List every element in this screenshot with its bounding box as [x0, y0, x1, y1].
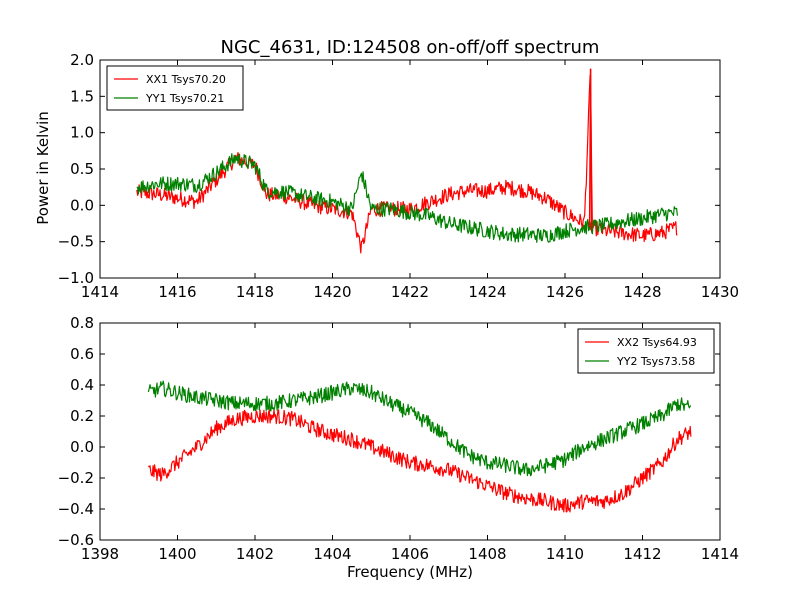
top-x-tick-label: 1428 [623, 283, 661, 301]
bottom-x-tick-label: 1402 [236, 545, 274, 563]
bottom-x-tick-label: 1404 [313, 545, 351, 563]
bottom-y-tick-label: −0.4 [58, 500, 94, 518]
top-x-tick-label: 1420 [313, 283, 351, 301]
bottom-y-tick-label: 0.8 [70, 314, 94, 332]
top-y-tick-label: −0.5 [58, 233, 94, 251]
bottom-x-tick-label: 1410 [546, 545, 584, 563]
bottom-x-tick-label: 1406 [391, 545, 429, 563]
bottom-legend-label-1: XX2 Tsys64.93 [617, 336, 697, 349]
top-spike-down [591, 69, 592, 231]
bottom-x-tick-label: 1408 [468, 545, 506, 563]
bottom-y-tick-label: 0.2 [70, 407, 94, 425]
top-x-tick-label: 1416 [158, 283, 196, 301]
bottom-y-tick-label: −0.2 [58, 469, 94, 487]
top-x-tick-label: 1418 [236, 283, 274, 301]
top-y-tick-label: 0.5 [70, 160, 94, 178]
bottom-x-tick-label: 1400 [158, 545, 196, 563]
top-y-tick-label: 1.5 [70, 87, 94, 105]
top-y-tick-label: 1.0 [70, 124, 94, 142]
bottom-x-tick-label: 1412 [623, 545, 661, 563]
bottom-y-tick-label: 0.4 [70, 376, 94, 394]
bottom-x-axis-label: Frequency (MHz) [347, 563, 473, 581]
bottom-x-tick-label: 1414 [701, 545, 739, 563]
top-y-tick-label: −1.0 [58, 269, 94, 287]
top-y-tick-label: 0.0 [70, 196, 94, 214]
top-y-axis-label: Power in Kelvin [34, 111, 52, 225]
top-x-tick-label: 1424 [468, 283, 506, 301]
top-legend-label-1: XX1 Tsys70.20 [146, 73, 226, 86]
top-x-tick-label: 1426 [546, 283, 584, 301]
top-x-tick-label: 1422 [391, 283, 429, 301]
bottom-y-tick-label: −0.6 [58, 531, 94, 549]
top-legend-label-2: YY1 Tsys70.21 [145, 92, 224, 105]
chart-title: NGC_4631, ID:124508 on-off/off spectrum [221, 37, 600, 58]
bottom-y-tick-label: 0.6 [70, 345, 94, 363]
top-x-tick-label: 1430 [701, 283, 739, 301]
bottom-y-tick-label: 0.0 [70, 438, 94, 456]
top-y-tick-label: 2.0 [70, 51, 94, 69]
bottom-legend-label-2: YY2 Tsys73.58 [616, 355, 695, 368]
